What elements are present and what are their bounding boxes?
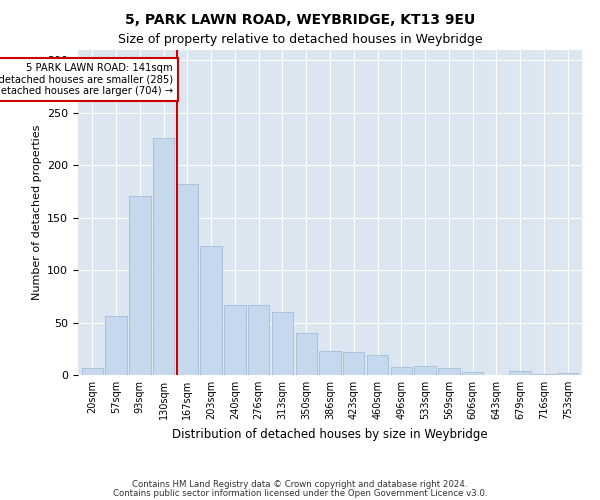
X-axis label: Distribution of detached houses by size in Weybridge: Distribution of detached houses by size …	[172, 428, 488, 440]
Text: 5 PARK LAWN ROAD: 141sqm
← 29% of detached houses are smaller (285)
71% of semi-: 5 PARK LAWN ROAD: 141sqm ← 29% of detach…	[0, 62, 173, 96]
Bar	[200, 246, 222, 375]
Bar	[106, 316, 127, 375]
Y-axis label: Number of detached properties: Number of detached properties	[32, 125, 41, 300]
Bar	[557, 373, 578, 375]
Bar	[438, 368, 460, 375]
Bar	[272, 312, 293, 375]
Text: Contains public sector information licensed under the Open Government Licence v3: Contains public sector information licen…	[113, 490, 487, 498]
Bar	[509, 371, 531, 375]
Bar	[367, 355, 388, 375]
Bar	[343, 352, 364, 375]
Bar	[176, 184, 198, 375]
Bar	[391, 366, 412, 375]
Bar	[153, 138, 174, 375]
Bar	[533, 374, 554, 375]
Text: Size of property relative to detached houses in Weybridge: Size of property relative to detached ho…	[118, 32, 482, 46]
Bar	[248, 305, 269, 375]
Bar	[296, 333, 317, 375]
Text: 5, PARK LAWN ROAD, WEYBRIDGE, KT13 9EU: 5, PARK LAWN ROAD, WEYBRIDGE, KT13 9EU	[125, 12, 475, 26]
Bar	[415, 366, 436, 375]
Bar	[224, 305, 245, 375]
Bar	[82, 368, 103, 375]
Bar	[319, 351, 341, 375]
Bar	[462, 372, 484, 375]
Text: Contains HM Land Registry data © Crown copyright and database right 2024.: Contains HM Land Registry data © Crown c…	[132, 480, 468, 489]
Bar	[129, 196, 151, 375]
